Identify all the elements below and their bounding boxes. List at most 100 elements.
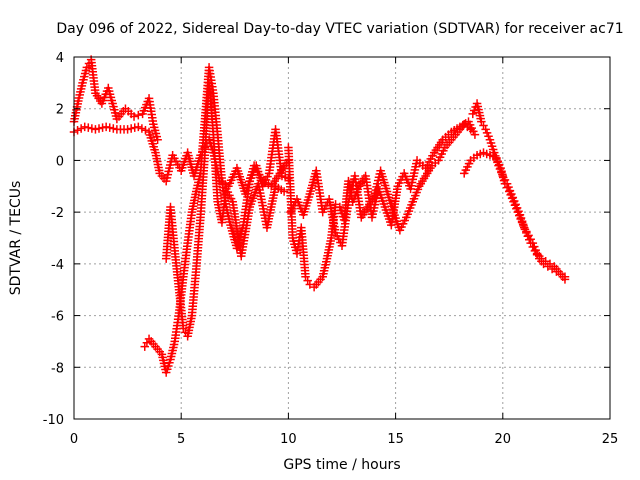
data-point-marker bbox=[461, 165, 471, 175]
data-point-marker bbox=[506, 190, 515, 200]
data-point-marker bbox=[149, 123, 159, 132]
data-point-marker bbox=[165, 160, 175, 170]
data-point-marker bbox=[104, 86, 114, 96]
data-point-marker bbox=[504, 187, 514, 196]
x-tick-label: 20 bbox=[495, 432, 512, 447]
data-point-marker bbox=[164, 167, 173, 176]
x-tick-label: 15 bbox=[387, 432, 404, 447]
data-point-marker bbox=[80, 122, 89, 132]
x-tick-label: 25 bbox=[602, 432, 619, 447]
data-point-marker bbox=[101, 122, 111, 132]
data-point-marker bbox=[345, 191, 355, 200]
data-point-marker bbox=[94, 124, 104, 133]
data-point-marker bbox=[163, 364, 172, 374]
data-point-marker bbox=[80, 69, 90, 78]
data-point-marker bbox=[80, 72, 89, 81]
data-point-marker bbox=[407, 200, 416, 210]
data-point-marker bbox=[468, 109, 478, 119]
data-point-marker bbox=[543, 262, 553, 271]
data-point-marker bbox=[411, 191, 420, 200]
data-point-marker bbox=[512, 204, 521, 213]
data-point-marker bbox=[499, 176, 509, 185]
data-point-marker bbox=[556, 269, 565, 279]
data-point-marker bbox=[513, 207, 523, 217]
data-point-marker bbox=[488, 152, 498, 161]
data-point-marker bbox=[370, 189, 380, 198]
data-point-marker bbox=[87, 124, 97, 133]
data-point-marker bbox=[373, 179, 382, 188]
data-point-marker bbox=[134, 110, 143, 120]
data-point-marker bbox=[552, 267, 561, 276]
data-point-marker bbox=[408, 197, 418, 207]
data-point-marker bbox=[405, 203, 415, 213]
data-point-marker bbox=[409, 194, 419, 203]
data-point-marker bbox=[335, 202, 345, 212]
data-point-marker bbox=[279, 187, 289, 196]
data-point-marker bbox=[510, 200, 520, 210]
data-point-marker bbox=[246, 173, 256, 183]
data-point-marker bbox=[498, 173, 508, 182]
data-point-marker bbox=[97, 99, 107, 108]
x-tick-label: 0 bbox=[70, 432, 78, 447]
data-point-marker bbox=[165, 163, 174, 173]
data-point-marker bbox=[472, 151, 482, 160]
data-point-marker bbox=[81, 66, 91, 75]
data-point-marker bbox=[163, 170, 173, 179]
x-tick-label: 10 bbox=[280, 432, 297, 447]
y-axis-label: SDTVAR / TECUs bbox=[8, 181, 24, 296]
data-point-marker bbox=[469, 106, 479, 115]
data-point-marker bbox=[463, 162, 472, 172]
series-trace-h bbox=[459, 148, 570, 282]
data-point-marker bbox=[277, 171, 287, 181]
data-point-marker bbox=[402, 213, 411, 222]
data-point-marker bbox=[560, 272, 570, 282]
data-point-marker bbox=[517, 218, 527, 227]
data-point-marker bbox=[248, 170, 257, 180]
y-tick-label: -2 bbox=[51, 206, 64, 221]
data-point-marker bbox=[519, 221, 528, 231]
data-point-marker bbox=[435, 152, 445, 162]
data-point-marker bbox=[78, 78, 87, 88]
data-point-marker bbox=[150, 126, 160, 135]
data-point-marker bbox=[404, 206, 414, 216]
data-point-marker bbox=[539, 259, 548, 269]
data-point-marker bbox=[164, 361, 173, 371]
data-point-marker bbox=[138, 109, 147, 119]
data-point-marker bbox=[492, 153, 501, 163]
data-point-marker bbox=[523, 232, 533, 241]
data-point-marker bbox=[373, 176, 383, 185]
y-tick-label: 4 bbox=[56, 51, 64, 66]
data-point-marker bbox=[489, 148, 499, 157]
data-point-marker bbox=[493, 157, 503, 166]
data-point-marker bbox=[104, 83, 113, 93]
data-point-marker bbox=[524, 235, 534, 244]
data-point-marker bbox=[486, 138, 496, 148]
data-point-marker bbox=[106, 93, 116, 102]
data-point-marker bbox=[514, 211, 524, 220]
x-tick-label: 5 bbox=[177, 432, 185, 447]
data-point-marker bbox=[413, 185, 423, 194]
data-point-marker bbox=[331, 200, 340, 209]
series-trace-d bbox=[161, 78, 289, 341]
data-point-marker bbox=[464, 159, 474, 168]
data-point-marker bbox=[372, 182, 381, 192]
data-point-marker bbox=[107, 96, 116, 105]
data-point-marker bbox=[79, 75, 88, 85]
data-point-marker bbox=[129, 112, 139, 121]
data-point-marker bbox=[161, 368, 171, 377]
data-point-marker bbox=[110, 105, 119, 114]
series-trace-f bbox=[286, 119, 475, 251]
data-point-marker bbox=[466, 125, 475, 134]
data-point-marker bbox=[371, 185, 381, 195]
series-trace-a bbox=[69, 55, 162, 144]
data-point-marker bbox=[108, 99, 117, 108]
data-point-marker bbox=[481, 125, 490, 134]
data-point-marker bbox=[149, 119, 158, 129]
data-point-marker bbox=[165, 358, 174, 368]
y-tick-label: -10 bbox=[43, 413, 64, 428]
data-point-marker bbox=[344, 197, 353, 207]
chart-title: Day 096 of 2022, Sidereal Day-to-day VTE… bbox=[56, 21, 623, 37]
data-point-marker bbox=[109, 124, 118, 133]
data-point-marker bbox=[485, 135, 495, 144]
